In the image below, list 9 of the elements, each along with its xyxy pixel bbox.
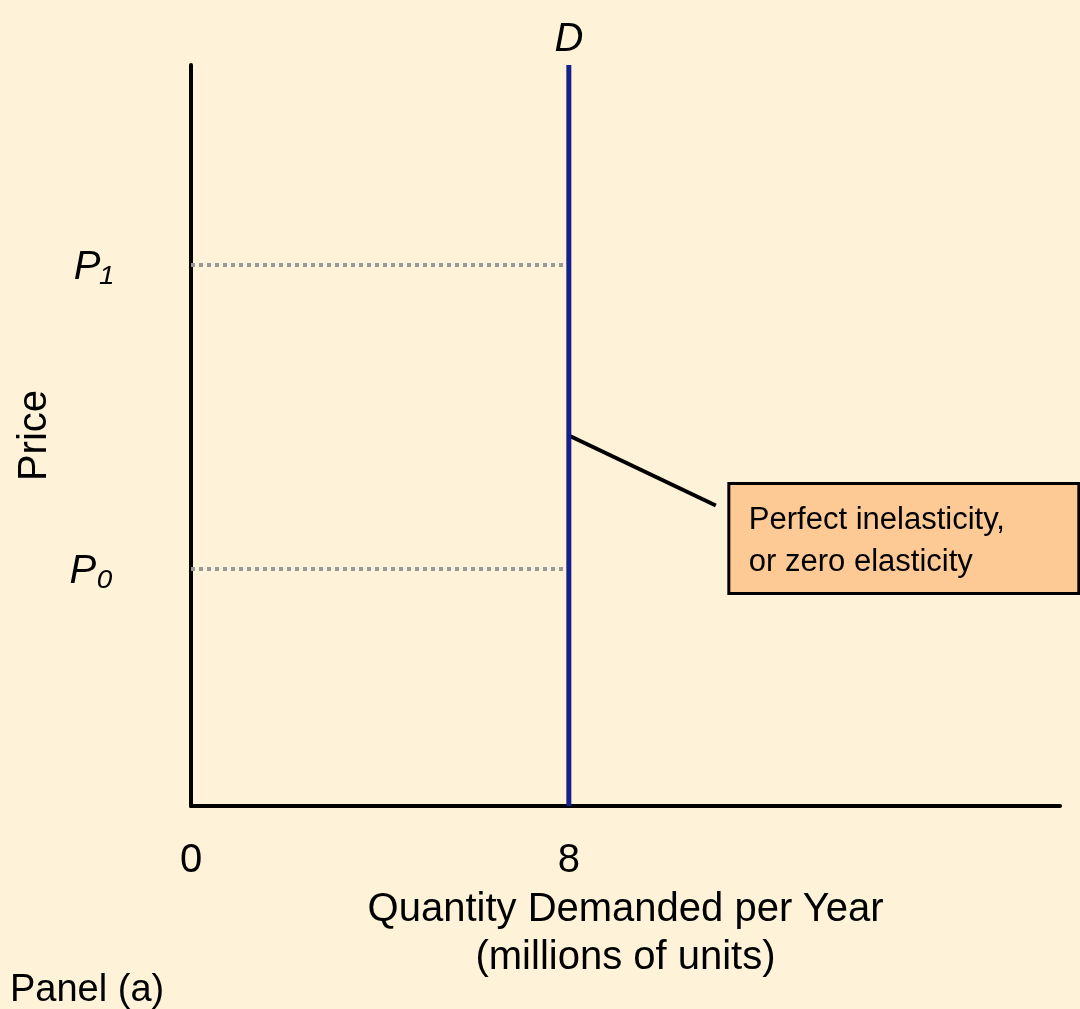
x-axis-title: Quantity Demanded per Year (millions of units) bbox=[367, 884, 884, 977]
text: Panel (a) bbox=[10, 967, 165, 1009]
ref-line-label: P₀ bbox=[69, 546, 113, 591]
x-tick-label: 8 bbox=[557, 836, 580, 880]
series-label: D bbox=[554, 15, 584, 59]
y-axis-title: Price bbox=[10, 389, 54, 482]
ref-line-label: P₁ bbox=[73, 243, 113, 288]
x-tick-label: 0 bbox=[179, 836, 203, 880]
annotation: Perfect inelasticity, or zero elasticity bbox=[748, 501, 1005, 578]
